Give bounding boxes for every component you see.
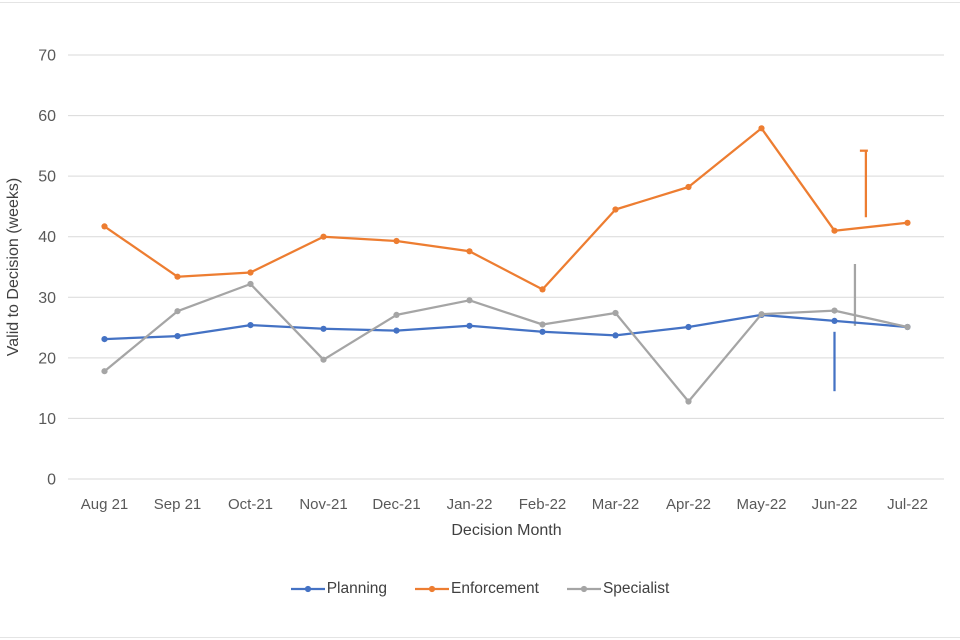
data-point-marker (685, 398, 692, 405)
data-point-marker (685, 183, 692, 191)
gridlines (68, 54, 944, 480)
data-point-marker (831, 227, 838, 234)
x-tick-label: Feb-22 (519, 496, 567, 513)
specialist-line-marker-icon (566, 585, 601, 593)
x-tick-label: Aug 21 (81, 496, 129, 513)
data-point-marker (393, 311, 400, 318)
data-point-marker (831, 307, 838, 314)
data-point-marker (393, 237, 400, 245)
data-point-marker (612, 332, 619, 339)
y-tick-label: 50 (38, 169, 56, 186)
data-point-marker (539, 328, 546, 335)
legend-item-specialist: Specialist (566, 580, 670, 598)
data-point-marker (758, 311, 765, 318)
y-tick-label: 10 (38, 411, 56, 428)
data-point-marker (174, 308, 181, 315)
y-tick-label: 70 (38, 48, 56, 65)
planning-line-marker-icon (290, 585, 325, 593)
data-point-marker (174, 333, 181, 340)
x-axis-tick-labels: Aug 21 Sep 21 Oct-21 Nov-21 Dec-21 Jan-22 Feb-… (81, 496, 928, 513)
data-point-marker (247, 269, 254, 276)
legend-label-specialist: Specialist (602, 580, 670, 597)
data-point-marker (904, 323, 911, 331)
artifact-spike-enforcement (859, 149, 868, 218)
y-tick-label: 60 (38, 108, 56, 125)
chart-plot-area: 0 10 20 30 40 50 60 70 Aug 21 Sep 21 Oct-21 Nov-21 D… (38, 48, 944, 513)
data-point-marker (466, 322, 473, 329)
x-tick-label: Jan-22 (447, 496, 493, 513)
y-tick-label: 0 (47, 472, 56, 489)
x-tick-label: Nov-21 (299, 496, 347, 513)
legend-label-enforcement: Enforcement (451, 580, 539, 597)
data-point-marker (612, 309, 619, 317)
page-top-border (0, 2, 960, 3)
data-point-marker (466, 248, 473, 255)
data-point-marker (466, 297, 473, 304)
page-bottom-border (0, 637, 960, 638)
y-tick-label: 40 (38, 229, 56, 246)
chart-legend: Planning Enforcement Specialist (0, 578, 960, 600)
data-point-marker (247, 280, 254, 288)
data-point-marker (320, 233, 327, 240)
x-tick-label: Sep 21 (154, 496, 202, 513)
data-point-marker (685, 323, 692, 331)
data-point-marker (174, 273, 181, 280)
x-axis-title: Decision Month (451, 522, 562, 539)
x-tick-label: Jun-22 (812, 496, 858, 513)
series-enforcement (101, 125, 911, 293)
x-tick-label: Oct-21 (228, 496, 273, 513)
data-point-marker (393, 327, 400, 334)
series-specialist (101, 280, 911, 405)
y-axis-tick-labels: 0 10 20 30 40 50 60 70 (38, 48, 56, 489)
x-tick-label: May-22 (736, 496, 786, 513)
legend-label-planning: Planning (326, 580, 388, 597)
x-tick-label: Dec-21 (372, 496, 420, 513)
data-point-marker (539, 321, 546, 328)
data-point-marker (247, 322, 254, 329)
data-point-marker (831, 317, 838, 324)
data-point-marker (101, 368, 108, 375)
x-tick-label: Mar-22 (592, 496, 640, 513)
enforcement-line-marker-icon (415, 585, 450, 593)
y-axis-title: Valid to Decision (weeks) (5, 177, 22, 357)
data-point-marker (539, 286, 546, 293)
data-point-marker (320, 356, 327, 363)
legend-item-enforcement: Enforcement (415, 580, 539, 598)
legend-item-planning: Planning (290, 580, 388, 598)
y-tick-label: 30 (38, 290, 56, 307)
y-tick-label: 20 (38, 350, 56, 367)
series-planning (101, 311, 911, 343)
data-point-marker (612, 206, 619, 213)
data-point-marker (758, 125, 765, 132)
data-point-marker (320, 325, 327, 332)
x-tick-label: Jul-22 (887, 496, 928, 513)
x-tick-label: Apr-22 (666, 496, 711, 513)
data-point-marker (904, 219, 911, 226)
data-point-marker (101, 336, 108, 343)
data-point-marker (101, 223, 108, 230)
